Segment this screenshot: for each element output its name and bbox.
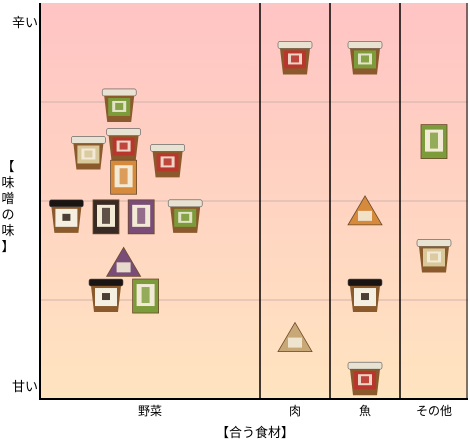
miso-product-point xyxy=(277,41,313,75)
miso-product-point xyxy=(92,199,120,235)
miso-product-point xyxy=(49,199,84,233)
y-bottom-label: 甘い xyxy=(12,380,38,395)
miso-product-point xyxy=(127,199,155,235)
y-axis-title-char: 【 xyxy=(1,160,15,175)
x-tick-label: 肉 xyxy=(289,404,301,418)
miso-product-point xyxy=(106,128,141,162)
miso-product-point xyxy=(150,144,185,178)
miso-product-point xyxy=(71,136,106,170)
x-tick-label: 野菜 xyxy=(138,404,162,418)
miso-product-point xyxy=(88,278,124,313)
miso-product-point xyxy=(132,278,160,314)
y-axis-title: 【味噌の味】 xyxy=(1,160,15,256)
y-axis-title-char: 味 xyxy=(1,224,15,239)
x-tick-label: その他 xyxy=(416,404,452,418)
y-axis-title-char: の xyxy=(1,208,15,223)
y-axis-title-char: 】 xyxy=(1,240,15,255)
miso-product-point xyxy=(347,278,383,313)
x-tick-label: 魚 xyxy=(359,404,371,418)
miso-product-point xyxy=(167,199,203,233)
miso-product-point xyxy=(277,321,313,352)
miso-product-point xyxy=(420,124,448,159)
y-axis-title-char: 噌 xyxy=(1,192,15,207)
y-top-label: 辛い xyxy=(12,16,38,31)
miso-product-point xyxy=(110,159,137,195)
product-points xyxy=(49,41,452,396)
miso-product-point xyxy=(101,88,137,122)
y-axis-title-char: 味 xyxy=(1,176,15,191)
miso-product-point xyxy=(347,41,383,75)
miso-product-point xyxy=(416,239,452,273)
x-tick-labels: 野菜 肉 魚 その他 xyxy=(138,404,452,418)
miso-product-point xyxy=(347,361,383,396)
miso-product-point xyxy=(105,246,142,277)
miso-product-point xyxy=(347,195,383,226)
x-axis-title: 【合う食材】 xyxy=(216,425,294,440)
